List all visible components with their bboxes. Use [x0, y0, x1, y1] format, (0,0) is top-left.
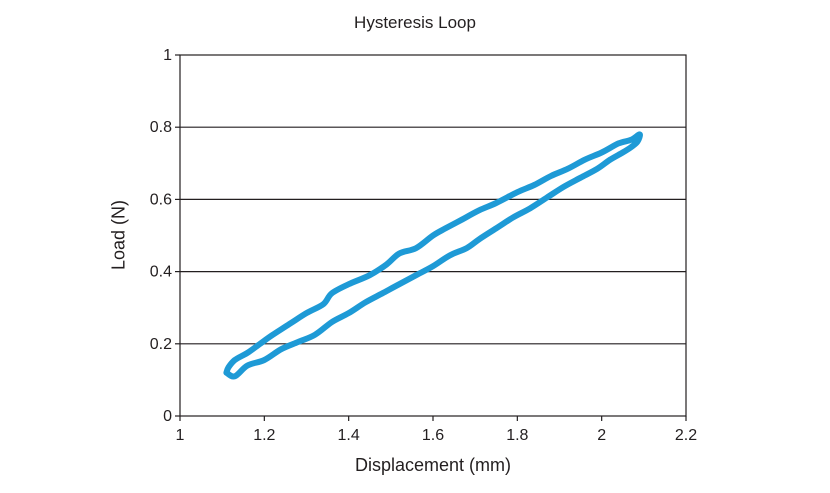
data-point — [398, 252, 401, 255]
data-point — [347, 312, 350, 314]
data-point — [432, 265, 434, 268]
data-point — [516, 191, 519, 193]
x-tick-label: 1 — [176, 427, 185, 444]
data-point — [512, 216, 514, 219]
data-point — [546, 196, 548, 199]
x-tick-label: 1.4 — [338, 427, 360, 444]
data-point — [227, 366, 230, 369]
x-tick-label: 1.2 — [253, 427, 275, 444]
data-point — [263, 359, 266, 361]
data-point — [495, 227, 498, 230]
data-point — [331, 321, 333, 323]
data-point — [234, 375, 236, 378]
y-tick-label: 0.6 — [150, 191, 172, 208]
data-point — [533, 184, 535, 186]
data-point — [630, 139, 632, 141]
data-point — [314, 334, 316, 336]
data-point — [381, 292, 384, 295]
data-point — [225, 371, 228, 374]
data-point — [444, 227, 447, 230]
y-tick-label: 0.8 — [150, 119, 172, 136]
data-point — [415, 274, 417, 277]
data-point — [322, 303, 325, 305]
data-point — [246, 364, 249, 367]
data-point — [621, 151, 624, 154]
data-point — [584, 158, 586, 161]
data-point — [280, 348, 283, 351]
data-point — [234, 359, 236, 361]
data-point — [449, 254, 451, 257]
data-point — [636, 140, 639, 143]
data-point — [288, 323, 291, 325]
data-point — [596, 167, 599, 170]
data-point — [415, 247, 417, 249]
y-tick-label: 0.4 — [150, 264, 172, 281]
y-tick-label: 0.2 — [150, 336, 172, 353]
chart-title: Hysteresis Loop — [354, 13, 476, 32]
data-point — [600, 151, 603, 154]
data-point — [609, 158, 611, 161]
data-point — [617, 142, 620, 145]
data-point — [364, 301, 367, 304]
data-point — [246, 352, 249, 354]
data-point — [461, 218, 464, 221]
y-tick-label: 0 — [163, 408, 172, 425]
data-point — [465, 247, 468, 249]
data-point — [368, 274, 371, 277]
data-point — [567, 167, 569, 170]
y-axis-label: Load (N) — [108, 199, 129, 271]
data-point — [305, 312, 308, 314]
data-point — [331, 292, 333, 295]
x-tick-label: 2.2 — [675, 427, 697, 444]
data-point — [478, 238, 481, 240]
data-point — [495, 202, 498, 204]
y-tick-label: 1 — [163, 47, 172, 64]
data-point — [432, 234, 434, 237]
data-point — [579, 176, 582, 179]
data-point — [385, 263, 388, 266]
data-point — [478, 209, 481, 211]
data-point — [259, 343, 261, 345]
x-tick-label: 1.6 — [422, 427, 444, 444]
x-axis-label: Displacement (mm) — [354, 455, 512, 475]
data-point — [398, 283, 401, 286]
data-point — [562, 186, 565, 188]
data-point — [638, 133, 641, 136]
data-point — [272, 334, 274, 336]
data-point — [347, 283, 350, 286]
data-point — [297, 341, 299, 343]
series-line-hysteresis — [223, 131, 643, 380]
x-tick-label: 1.8 — [506, 427, 528, 444]
data-point — [630, 146, 632, 148]
data-point — [529, 207, 531, 210]
data-point — [550, 175, 552, 177]
x-tick-label: 2 — [597, 427, 606, 444]
